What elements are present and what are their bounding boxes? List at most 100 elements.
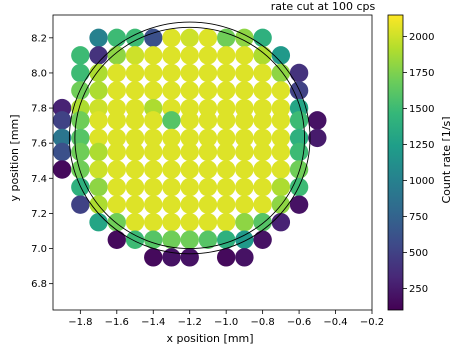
data-point bbox=[216, 46, 236, 65]
data-point bbox=[235, 128, 254, 148]
data-point bbox=[107, 160, 127, 179]
data-point bbox=[180, 195, 199, 214]
data-point bbox=[125, 195, 145, 214]
data-point bbox=[125, 63, 145, 83]
data-point bbox=[52, 111, 72, 130]
data-point bbox=[216, 160, 236, 179]
data-point bbox=[253, 160, 272, 179]
x-tick-label: −0.8 bbox=[250, 317, 274, 328]
data-point bbox=[71, 63, 90, 83]
y-tick-label: 7.8 bbox=[31, 104, 47, 115]
data-point bbox=[198, 46, 218, 65]
data-point bbox=[216, 63, 236, 83]
y-axis-ticks: 6.8 7.0 7.2 7.4 7.6 7.8 8.0 8.2 bbox=[31, 33, 53, 290]
data-point bbox=[162, 230, 181, 249]
data-point bbox=[271, 160, 291, 179]
data-point bbox=[216, 213, 236, 232]
data-point bbox=[180, 213, 199, 232]
colorbar-ticks: 250 500 750 1000 1250 1500 1750 2000 bbox=[403, 32, 434, 295]
data-point bbox=[235, 213, 254, 232]
data-points bbox=[52, 28, 327, 267]
colorbar-tick-label: 500 bbox=[409, 248, 428, 259]
data-point bbox=[89, 81, 108, 100]
x-tick-label: −0.2 bbox=[360, 317, 384, 328]
data-point bbox=[125, 230, 145, 249]
x-axis-ticks: −1.8 −1.6 −1.4 −1.2 −1.0 −0.8 −0.6 −0.4 −0.2 bbox=[68, 310, 384, 328]
data-point bbox=[180, 28, 199, 48]
data-point bbox=[198, 28, 218, 48]
data-point bbox=[180, 128, 199, 148]
data-point bbox=[235, 63, 254, 83]
data-point bbox=[198, 160, 218, 179]
data-point bbox=[180, 230, 199, 249]
y-tick-label: 7.2 bbox=[31, 209, 47, 220]
data-point bbox=[107, 195, 127, 214]
y-axis-label: y position [mm] bbox=[8, 114, 21, 201]
colorbar-tick-label: 2000 bbox=[409, 32, 434, 43]
colorbar-label: Count rate [1/s] bbox=[440, 116, 450, 203]
data-point bbox=[253, 177, 272, 197]
reference-circles bbox=[68, 21, 311, 255]
data-point bbox=[198, 177, 218, 197]
data-point bbox=[198, 63, 218, 83]
data-point bbox=[253, 63, 272, 83]
data-point bbox=[89, 160, 108, 179]
data-point bbox=[180, 177, 199, 197]
data-point bbox=[180, 142, 199, 162]
y-tick-label: 8.2 bbox=[31, 33, 47, 44]
data-point bbox=[235, 111, 254, 130]
data-point bbox=[180, 63, 199, 83]
data-point bbox=[107, 128, 127, 148]
data-point bbox=[144, 111, 163, 130]
data-point bbox=[71, 195, 90, 214]
data-point bbox=[144, 46, 163, 65]
data-point bbox=[180, 81, 199, 100]
data-point bbox=[162, 248, 181, 267]
data-point bbox=[107, 81, 127, 100]
data-point bbox=[52, 128, 72, 148]
data-point bbox=[125, 177, 145, 197]
data-point bbox=[144, 28, 163, 48]
data-point bbox=[144, 195, 163, 214]
reference-circle bbox=[74, 26, 306, 249]
colorbar-tick-label: 1500 bbox=[409, 104, 434, 115]
data-point bbox=[198, 111, 218, 130]
data-point bbox=[144, 160, 163, 179]
data-point bbox=[144, 128, 163, 148]
data-point bbox=[235, 195, 254, 214]
data-point bbox=[144, 81, 163, 100]
x-tick-label: −1.6 bbox=[105, 317, 129, 328]
data-point bbox=[198, 195, 218, 214]
data-point bbox=[235, 248, 254, 267]
data-point bbox=[308, 111, 327, 130]
x-tick-label: −0.6 bbox=[287, 317, 311, 328]
data-point bbox=[125, 160, 145, 179]
chart-title: rate cut at 100 cps bbox=[271, 0, 376, 13]
data-point bbox=[89, 177, 108, 197]
data-point bbox=[271, 177, 291, 197]
data-point bbox=[162, 213, 181, 232]
data-point bbox=[216, 81, 236, 100]
data-point bbox=[253, 128, 272, 148]
data-point bbox=[107, 63, 127, 83]
data-point bbox=[125, 142, 145, 162]
data-point bbox=[162, 81, 181, 100]
data-point bbox=[89, 128, 108, 148]
data-point bbox=[71, 111, 90, 130]
data-point bbox=[253, 28, 272, 48]
data-point bbox=[253, 81, 272, 100]
x-tick-label: −1.4 bbox=[141, 317, 165, 328]
data-point bbox=[125, 128, 145, 148]
data-point bbox=[144, 213, 163, 232]
colorbar-tick-label: 1000 bbox=[409, 176, 434, 187]
data-point bbox=[198, 142, 218, 162]
data-point bbox=[162, 63, 181, 83]
data-point bbox=[289, 111, 309, 130]
data-point bbox=[125, 46, 145, 65]
data-point bbox=[271, 46, 291, 65]
data-point bbox=[71, 142, 90, 162]
data-point bbox=[125, 28, 145, 48]
data-point bbox=[198, 213, 218, 232]
data-point bbox=[162, 142, 181, 162]
